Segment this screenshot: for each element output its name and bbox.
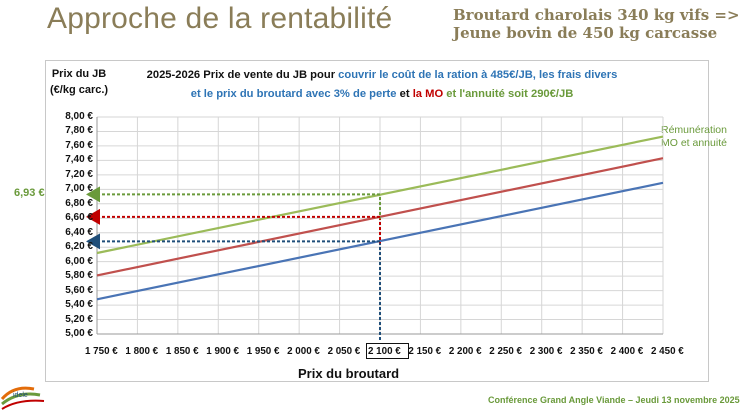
- chart-title-part-6: et l'annuité: [443, 88, 505, 100]
- idele-logo: [0, 386, 45, 410]
- highlight-box-2100: [366, 343, 409, 359]
- y-tick-label: 6,80 €: [65, 197, 93, 209]
- x-tick-label: 1 750 €: [85, 346, 118, 357]
- y-tick-label: 5,60 €: [65, 284, 93, 296]
- chart-title-part-4: et: [396, 88, 413, 100]
- x-tick-label: 2 000 €: [287, 346, 320, 357]
- x-tick-label: 1 800 €: [125, 346, 159, 357]
- x-tick-label: 2 350 €: [570, 346, 603, 357]
- slide-title: Approche de la rentabilité: [47, 2, 393, 35]
- footer-text: Conférence Grand Angle Viande – Jeudi 13…: [488, 395, 740, 405]
- legend-green-series: Rémunération MO et annuité: [661, 124, 727, 150]
- x-tick-label: 1 900 €: [206, 346, 239, 357]
- x-tick-label: 2 300 €: [529, 346, 563, 357]
- y-tick-label: 5,40 €: [65, 299, 93, 311]
- y-axis-label-line-2: (€/kg carc.): [50, 84, 109, 96]
- y-tick-label: 5,00 €: [65, 328, 93, 339]
- legend-green-line-1: Rémunération: [661, 124, 727, 136]
- x-tick-label: 2 050 €: [327, 346, 361, 357]
- x-axis-label: Prix du broutard: [298, 366, 400, 381]
- x-tick-label: 2 200 €: [448, 346, 482, 357]
- subtitle-line-2: Jeune bovin de 450 kg carcasse: [453, 24, 718, 42]
- y-tick-label: 7,80 €: [65, 125, 93, 137]
- y-tick-label: 8,00 €: [65, 111, 93, 122]
- legend-green-line-2: MO et annuité: [661, 137, 727, 149]
- y-tick-label: 7,00 €: [65, 183, 93, 195]
- subtitle-line-1: Broutard charolais 340 kg vifs =>: [453, 6, 740, 24]
- chart-frame: [45, 60, 709, 382]
- x-tick-label: 2 250 €: [489, 346, 522, 357]
- y-tick-label: 6,60 €: [65, 212, 93, 224]
- idele-logo-text: idele: [13, 392, 28, 399]
- x-tick-label: 1 950 €: [246, 346, 280, 357]
- chart-title: 2025-2026 Prix de vente du JB pour couvr…: [92, 66, 672, 104]
- chart-title-part-7: soit 290€/JB: [504, 88, 574, 100]
- y-tick-label: 5,20 €: [65, 313, 93, 325]
- x-tick-label: 2 400 €: [610, 346, 644, 357]
- chart-title-part-1: 2025-2026 Prix de vente du JB pour: [146, 69, 339, 81]
- x-tick-label: 1 850 €: [165, 346, 199, 357]
- x-tick-label: 2 150 €: [408, 346, 442, 357]
- slide-subtitle: Broutard charolais 340 kg vifs => Jeune …: [453, 6, 740, 42]
- y-tick-label: 6,40 €: [65, 226, 93, 238]
- annotation-value-green: 6,93 €: [14, 187, 45, 199]
- y-tick-label: 6,20 €: [65, 241, 93, 253]
- x-tick-label: 2 450 €: [651, 346, 684, 357]
- chart-title-part-3: et le prix du broutard avec 3% de perte: [190, 88, 397, 100]
- y-tick-label: 6,00 €: [65, 255, 93, 267]
- y-axis-label: Prix du JB (€/kg carc.): [50, 66, 108, 98]
- y-tick-label: 7,60 €: [65, 139, 93, 151]
- y-tick-label: 5,80 €: [65, 270, 93, 282]
- y-tick-label: 7,20 €: [65, 168, 93, 180]
- y-tick-label: 7,40 €: [65, 154, 93, 166]
- chart-title-part-5: la MO: [412, 88, 444, 100]
- chart-title-part-2: couvrir le coût de la ration à 485€/JB, …: [338, 69, 618, 81]
- y-axis-label-line-1: Prix du JB: [51, 68, 107, 80]
- x-tick-label: 2 100 €: [368, 346, 401, 357]
